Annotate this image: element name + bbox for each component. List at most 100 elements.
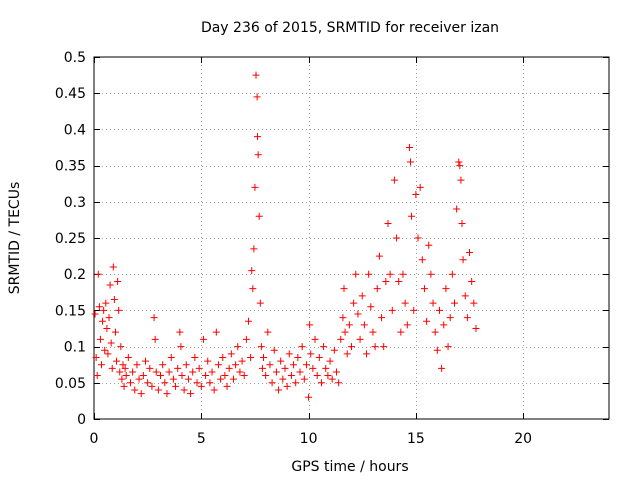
data-point (111, 328, 119, 336)
data-point (102, 299, 110, 307)
data-point (298, 343, 306, 351)
data-point (120, 382, 128, 390)
data-point (248, 267, 256, 275)
data-point (307, 350, 315, 358)
data-point (204, 357, 212, 365)
data-point (180, 386, 188, 394)
data-point (221, 372, 229, 380)
data-point (407, 158, 415, 166)
data-point (326, 357, 334, 365)
data-point (197, 382, 205, 390)
y-tick-label: 0.2 (64, 267, 86, 283)
x-tick-label: 15 (407, 431, 425, 447)
x-axis-label: GPS time / hours (291, 459, 408, 475)
data-point (281, 364, 289, 372)
data-point (144, 379, 152, 387)
data-point (227, 350, 235, 358)
data-point (91, 310, 99, 318)
data-point (378, 314, 386, 322)
data-point (446, 314, 454, 322)
data-point (106, 281, 114, 289)
data-point (459, 256, 467, 264)
data-point (100, 306, 108, 314)
data-point (245, 317, 252, 325)
data-point (386, 270, 394, 278)
data-point (234, 343, 242, 351)
data-point (388, 306, 396, 314)
data-point (416, 183, 424, 191)
y-tick-label: 0.45 (55, 86, 86, 102)
data-point (433, 346, 441, 354)
data-point (137, 390, 145, 398)
data-point (458, 220, 466, 228)
data-point (343, 350, 351, 358)
data-point (161, 379, 169, 387)
data-point (435, 306, 443, 314)
data-point (93, 372, 101, 380)
data-point (96, 335, 104, 343)
data-point (206, 379, 214, 387)
data-point (202, 372, 210, 380)
data-point (451, 299, 458, 307)
data-point (129, 368, 137, 376)
data-point (108, 364, 116, 372)
data-point (371, 343, 379, 351)
data-point (212, 328, 220, 336)
data-point (225, 364, 233, 372)
data-point (167, 353, 175, 361)
data-point (240, 372, 248, 380)
data-point (95, 303, 103, 311)
data-point (461, 292, 469, 300)
data-point (296, 368, 304, 376)
data-point (135, 375, 143, 383)
data-point (214, 361, 222, 369)
data-point (335, 379, 343, 387)
data-point (472, 325, 480, 332)
data-point (380, 343, 388, 351)
data-point (229, 375, 237, 383)
data-point (313, 372, 321, 380)
data-point (429, 299, 437, 307)
data-point (360, 321, 368, 329)
data-point (463, 314, 471, 322)
data-point (292, 379, 300, 387)
data-point (94, 270, 102, 278)
data-point (403, 321, 411, 329)
data-point (272, 368, 280, 376)
data-point (174, 364, 182, 372)
data-point (453, 205, 461, 213)
data-point (339, 314, 347, 322)
data-point (157, 372, 165, 380)
data-point (457, 176, 465, 184)
data-point (103, 325, 111, 332)
data-point (262, 372, 270, 380)
data-point (306, 321, 314, 329)
data-point (114, 277, 122, 285)
data-point (191, 353, 199, 361)
data-point (260, 353, 268, 361)
data-point (116, 368, 124, 376)
data-point (337, 335, 345, 343)
data-point (410, 306, 418, 314)
data-point (330, 346, 338, 354)
data-point (440, 321, 448, 329)
data-point (455, 158, 463, 166)
data-point (420, 285, 428, 293)
data-point (110, 296, 118, 304)
y-tick-label: 0.05 (55, 376, 86, 392)
data-point (217, 375, 225, 383)
data-point (210, 386, 218, 394)
data-point (115, 306, 123, 314)
y-tick-label: 0.25 (55, 231, 86, 247)
data-point (126, 379, 134, 387)
data-point (105, 314, 113, 322)
data-points (91, 71, 480, 401)
data-point (252, 71, 260, 79)
data-point (119, 361, 127, 369)
data-point (320, 343, 328, 351)
data-point (257, 343, 265, 351)
data-point (268, 379, 276, 387)
data-point (328, 375, 336, 383)
chart-title: Day 236 of 2015, SRMTID for receiver iza… (201, 20, 499, 36)
